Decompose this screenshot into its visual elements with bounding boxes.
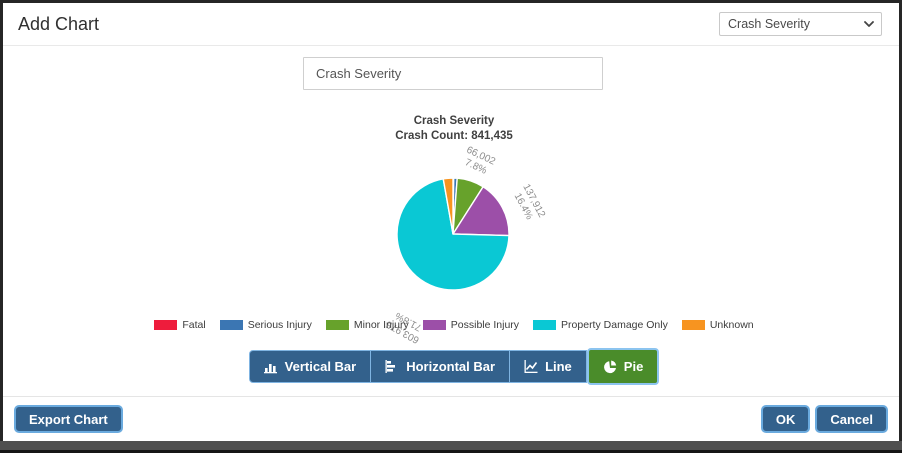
chart-title-input[interactable] xyxy=(303,57,603,90)
dialog-header: Add Chart Crash Severity xyxy=(3,3,899,46)
legend-swatch xyxy=(422,320,446,330)
legend-item-fatal: Fatal xyxy=(154,319,206,331)
legend-swatch xyxy=(219,320,243,330)
legend-label: Minor Injury xyxy=(353,319,409,331)
chart-type-button-group: Vertical Bar Horizontal Bar Line xyxy=(3,348,902,385)
vertical-bar-button-label: Vertical Bar xyxy=(284,359,357,374)
field-dropdown-wrap: Crash Severity xyxy=(719,12,884,36)
pie-chart-icon xyxy=(603,360,616,373)
export-chart-button[interactable]: Export Chart xyxy=(14,405,123,433)
ok-button[interactable]: OK xyxy=(760,405,811,433)
vertical-bar-button[interactable]: Vertical Bar xyxy=(248,350,372,383)
dialog-body: Crash Severity Crash Count: 841,435 66,0… xyxy=(3,46,899,401)
legend-label: Property Damage Only xyxy=(561,319,668,331)
legend-label: Unknown xyxy=(709,319,754,331)
pie-slice-possible-injury xyxy=(452,186,510,237)
legend-label: Fatal xyxy=(182,319,206,331)
pie-slice-unknown xyxy=(442,177,454,235)
chart-heading: Crash Severity Crash Count: 841,435 xyxy=(3,114,902,144)
legend-item-property-damage-only: Property Damage Only xyxy=(533,319,668,331)
line-button-label: Line xyxy=(545,359,572,374)
pie-button[interactable]: Pie xyxy=(586,348,660,385)
legend-swatch xyxy=(325,320,349,330)
line-button[interactable]: Line xyxy=(510,350,587,383)
legend-swatch xyxy=(154,320,178,330)
horizontal-bar-button-label: Horizontal Bar xyxy=(406,359,496,374)
vertical-bar-icon xyxy=(263,363,277,373)
legend-label: Serious Injury xyxy=(247,319,312,331)
line-chart-icon xyxy=(524,359,538,373)
chart-legend: Fatal Serious Injury Minor Injury Possible … xyxy=(3,319,902,331)
chart-title: Crash Severity xyxy=(413,115,495,127)
legend-label: Possible Injury xyxy=(450,319,520,331)
dialog-footer: Export Chart OK Cancel xyxy=(3,396,899,441)
pie-button-label: Pie xyxy=(623,359,644,374)
modal-backdrop xyxy=(0,441,902,453)
legend-item-serious-injury: Serious Injury xyxy=(219,319,312,331)
dialog-title: Add Chart xyxy=(18,13,100,34)
legend-item-unknown: Unknown xyxy=(681,319,754,331)
chart-subtitle: Crash Count: 841,435 xyxy=(395,129,513,142)
legend-swatch xyxy=(533,320,557,330)
legend-item-possible-injury: Possible Injury xyxy=(422,319,520,331)
horizontal-bar-icon xyxy=(385,359,396,373)
field-dropdown[interactable]: Crash Severity xyxy=(719,12,882,36)
pie-chart xyxy=(396,177,510,291)
legend-item-minor-injury: Minor Injury xyxy=(325,319,409,331)
footer-right-buttons: OK Cancel xyxy=(760,405,888,433)
legend-swatch xyxy=(681,320,705,330)
horizontal-bar-button[interactable]: Horizontal Bar xyxy=(371,350,511,383)
cancel-button[interactable]: Cancel xyxy=(815,405,888,433)
